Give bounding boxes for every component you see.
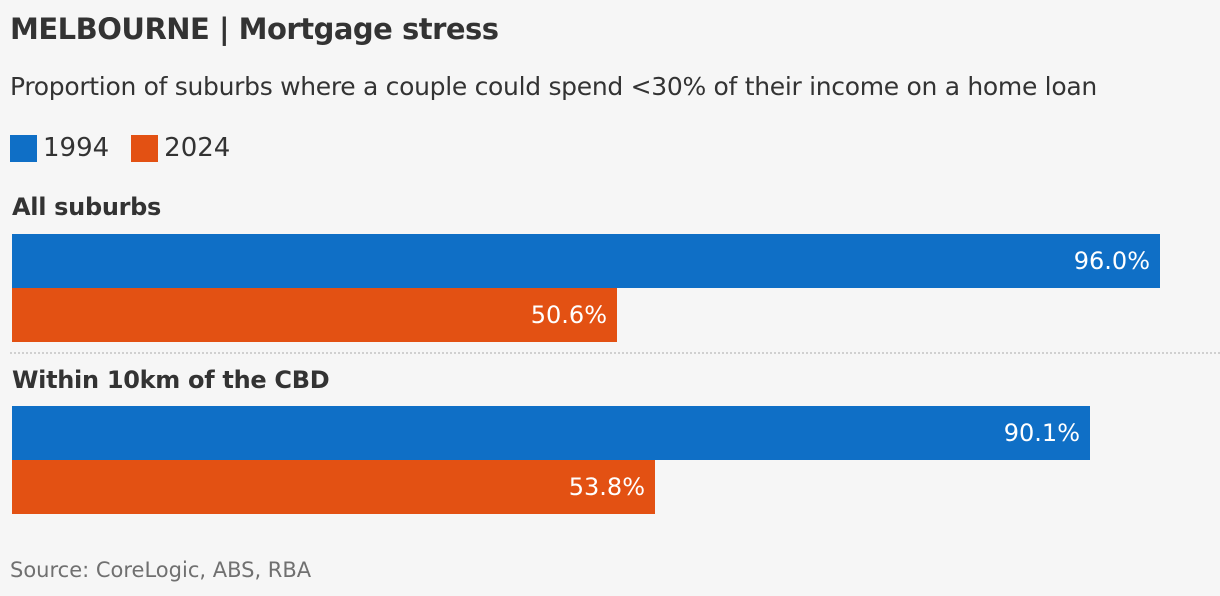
group-label-within-10km: Within 10km of the CBD xyxy=(12,366,330,394)
bar-within-10km-1994: 90.1% xyxy=(12,406,1090,460)
bar-within-10km-2024: 53.8% xyxy=(12,460,655,514)
bar-all-suburbs-2024: 50.6% xyxy=(12,288,617,342)
bar-all-suburbs-1994: 96.0% xyxy=(12,234,1160,288)
legend-swatch-1994 xyxy=(10,134,37,162)
legend: 1994 2024 xyxy=(10,133,252,163)
bar-label-all-suburbs-1994: 96.0% xyxy=(1073,247,1150,275)
bar-label-within-10km-2024: 53.8% xyxy=(568,473,645,501)
chart-subtitle: Proportion of suburbs where a couple cou… xyxy=(10,72,1097,101)
group-divider xyxy=(10,352,1220,354)
chart-title: MELBOURNE | Mortgage stress xyxy=(10,12,499,46)
bar-label-all-suburbs-2024: 50.6% xyxy=(530,301,607,329)
legend-label-1994: 1994 xyxy=(43,133,110,163)
group-label-all-suburbs: All suburbs xyxy=(12,193,162,221)
source-note: Source: CoreLogic, ABS, RBA xyxy=(10,558,312,582)
legend-label-2024: 2024 xyxy=(164,133,231,163)
legend-item-1994: 1994 xyxy=(10,133,109,163)
legend-item-2024: 2024 xyxy=(131,133,230,163)
bar-label-within-10km-1994: 90.1% xyxy=(1003,419,1080,447)
legend-swatch-2024 xyxy=(131,134,159,162)
